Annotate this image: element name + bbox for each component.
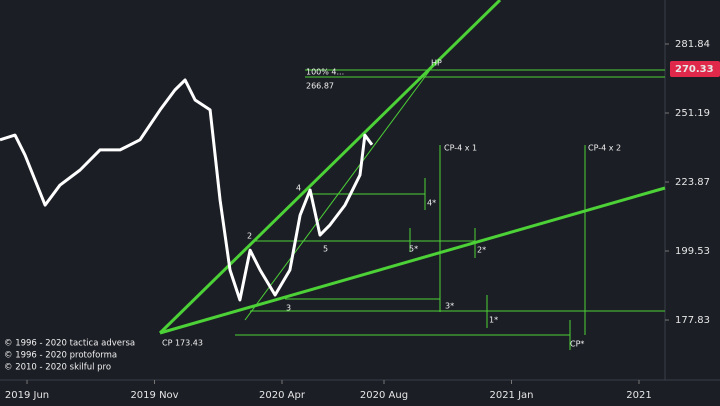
annotation: 3 bbox=[286, 304, 291, 313]
annotation: 2 bbox=[247, 232, 252, 241]
x-tick-label: 2021 Jan bbox=[489, 390, 533, 401]
x-tick-label: 2019 Nov bbox=[130, 390, 178, 401]
y-tick-label: 281.84 bbox=[675, 39, 710, 50]
annotation: 4 bbox=[296, 184, 301, 193]
copyright: © 1996 - 2020 tactica adversa bbox=[4, 339, 135, 349]
annotations: HP 100% 4... 266.87 CP-4 x 1 CP-4 x 2 4 … bbox=[162, 59, 621, 349]
copyright: © 2010 - 2020 skilful pro bbox=[4, 363, 111, 373]
x-tick-label: 2020 Aug bbox=[360, 390, 408, 401]
annotation: 1* bbox=[489, 316, 498, 325]
annotation: 5* bbox=[409, 245, 418, 254]
y-tick-label: 251.19 bbox=[675, 108, 710, 119]
y-tick-label: 199.53 bbox=[675, 246, 710, 257]
drawings bbox=[158, 0, 666, 350]
y-tick-label: 177.83 bbox=[675, 315, 710, 326]
annotation: 4* bbox=[427, 199, 436, 208]
x-tick-label: 2021 bbox=[626, 390, 651, 401]
annotation: HP bbox=[431, 59, 442, 68]
price-tag bbox=[670, 60, 720, 77]
x-tick-label: 2020 Apr bbox=[259, 390, 306, 401]
annotation: CP* bbox=[570, 340, 584, 349]
y-tick-label: 223.87 bbox=[675, 177, 710, 188]
price-line bbox=[0, 78, 374, 302]
annotation: 5 bbox=[323, 245, 328, 254]
price-tag-label: 270.33 bbox=[675, 64, 714, 75]
annotation: CP-4 x 2 bbox=[588, 144, 621, 153]
annotation: 2* bbox=[477, 246, 486, 255]
annotation: CP-4 x 1 bbox=[444, 144, 477, 153]
x-tick-label: 2019 Jun bbox=[5, 390, 49, 401]
annotation: 100% 4... bbox=[306, 68, 344, 77]
annotation: CP 173.43 bbox=[162, 339, 203, 348]
annotation: 3* bbox=[445, 302, 454, 311]
copyright: © 1996 - 2020 protoforma bbox=[4, 351, 117, 361]
annotation: 266.87 bbox=[306, 82, 334, 91]
